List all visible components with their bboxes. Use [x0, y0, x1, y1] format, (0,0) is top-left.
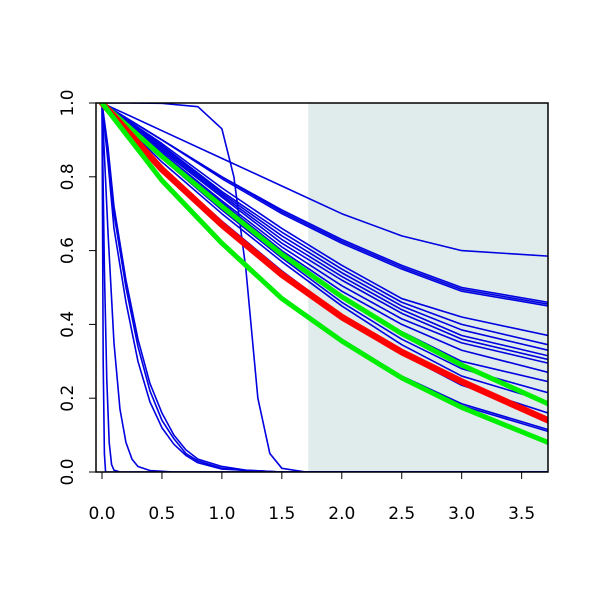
series-line-5	[101, 103, 548, 337]
x-axis: 0.0 0.5 1.0 1.5 2.0 2.5 3.0 3.5	[88, 472, 535, 524]
y-tick-label: 1.0	[58, 89, 78, 116]
series-line-21	[101, 103, 548, 472]
y-tick-label: 0.4	[58, 311, 78, 338]
y-tick-label: 0.2	[58, 385, 78, 412]
x-tick-label: 3.5	[508, 504, 535, 524]
y-tick-label: 0.8	[58, 163, 78, 190]
series-line-7	[101, 103, 548, 352]
series-line-25	[99, 103, 548, 407]
series-line-8	[101, 103, 548, 357]
series-line-10	[101, 103, 548, 364]
series-line-9	[101, 103, 548, 361]
series-line-1	[101, 103, 548, 257]
plot-frame	[95, 102, 549, 473]
x-tick-label: 0.0	[88, 504, 115, 524]
series-line-24	[101, 103, 548, 472]
x-tick-label: 2.5	[388, 504, 415, 524]
x-tick-label: 1.0	[208, 504, 235, 524]
x-tick-label: 3.0	[448, 504, 475, 524]
series-line-4	[101, 103, 548, 307]
y-axis: 0.0 0.2 0.4 0.6 0.8 1.0	[58, 89, 96, 486]
series-line-14	[101, 103, 548, 403]
series-line-26	[98, 103, 548, 424]
x-tick-label: 1.5	[268, 504, 295, 524]
y-tick-label: 0.0	[58, 458, 78, 485]
x-tick-label: 2.0	[328, 504, 355, 524]
y-tick-label: 0.6	[58, 237, 78, 264]
shaded-region	[308, 103, 548, 472]
x-tick-label: 0.5	[148, 504, 175, 524]
series-line-27	[99, 103, 548, 445]
series-line-6	[101, 103, 548, 346]
